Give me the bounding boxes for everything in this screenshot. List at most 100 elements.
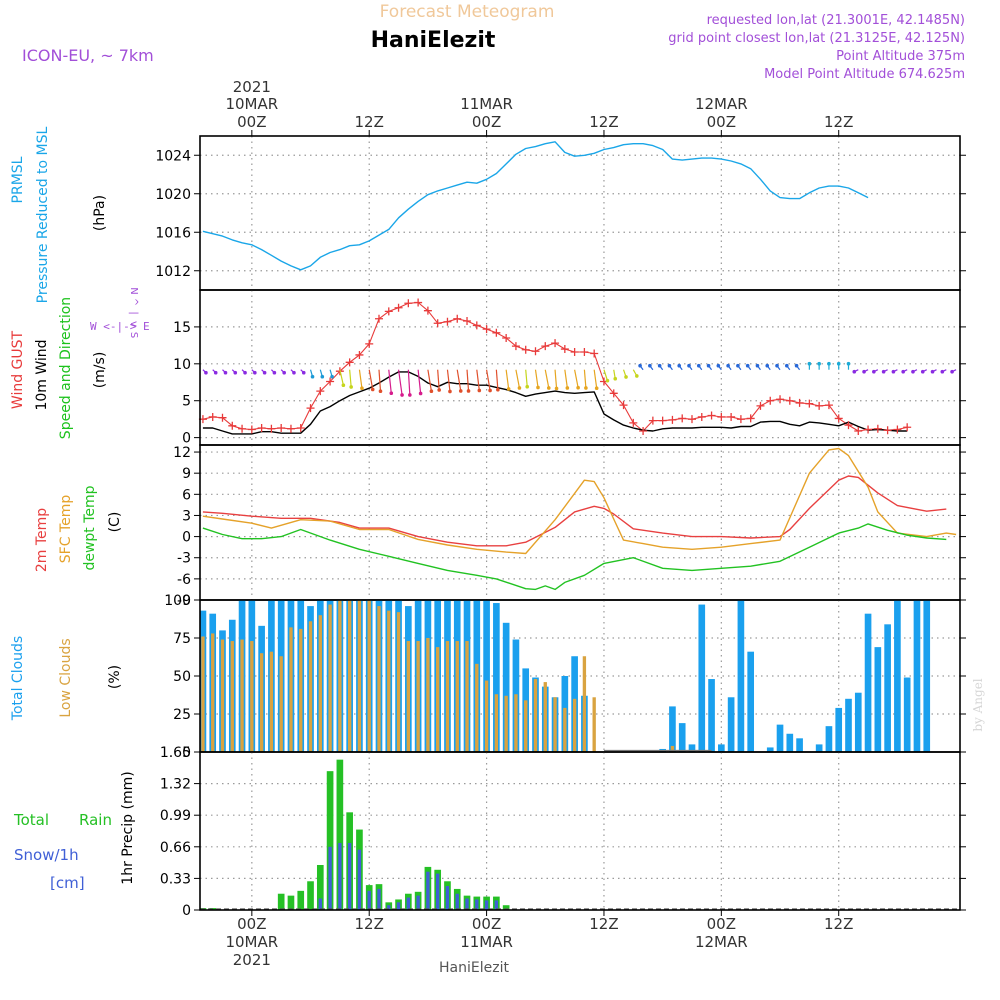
point-altitude: Point Altitude 375m: [836, 49, 965, 64]
temperature-ytick-label: 9: [182, 466, 191, 482]
temperature-ytick-label: 0: [182, 530, 191, 546]
total-clouds-bar: [913, 600, 921, 752]
wind-direction-arrow: [603, 369, 609, 381]
precip-ytick-label: 0.66: [160, 840, 191, 856]
temperature-ytick-label: 3: [182, 508, 191, 524]
total-clouds-bar: [776, 724, 784, 752]
sfc-temp-line: [202, 447, 957, 555]
gust-marker: [697, 412, 706, 421]
gust-marker: [423, 306, 432, 315]
wind-arrow-head: [448, 389, 452, 394]
low-clouds-bar: [406, 641, 411, 752]
low-clouds-bar: [572, 698, 577, 752]
low-clouds-label: Low Clouds: [58, 638, 74, 717]
dewpt-line: [202, 523, 947, 591]
top-time-label: 11MAR: [460, 95, 513, 113]
gust-marker: [727, 412, 736, 421]
precip-ytick-label: 1.65: [160, 745, 191, 761]
snow-bar: [406, 897, 411, 910]
snow-bar: [347, 842, 352, 910]
low-clouds-bar: [211, 633, 215, 752]
station-name: HaniElezit: [371, 28, 496, 53]
gust-marker: [267, 424, 276, 433]
wind-ytick-label: 10: [173, 357, 191, 373]
total-clouds-bar: [894, 600, 901, 752]
gust-marker: [511, 342, 520, 351]
gust-marker: [531, 347, 540, 356]
pressure-ytick-label: 1016: [155, 225, 191, 241]
gust-marker: [639, 426, 648, 435]
snow-bar: [494, 900, 499, 910]
snow-bar: [426, 871, 430, 910]
gust-marker: [463, 317, 472, 325]
low-clouds-bar: [250, 641, 254, 752]
gust-marker: [648, 416, 657, 425]
temperature-panel: 12 9 6 3 0 -3 -6 -9 2m Temp SFC Temp dewpt Temp (C): [34, 444, 966, 609]
wind-frame: [199, 289, 961, 446]
gust-marker: [873, 424, 882, 433]
rain-bar: [307, 881, 314, 910]
wind-arrow-head: [657, 363, 662, 368]
temperature-ytick-label: -9: [177, 593, 191, 609]
low-clouds-bar: [367, 600, 371, 752]
pressure-frame: [199, 135, 961, 291]
precip-ytick-label: 0: [182, 903, 191, 919]
total-clouds-bar: [854, 692, 862, 752]
wind-arrow-head: [429, 389, 434, 394]
gust-marker: [374, 314, 383, 323]
total-clouds-label: Total Clouds: [10, 636, 26, 721]
total-clouds-bar: [678, 723, 686, 752]
snow-bar: [465, 898, 469, 910]
bottom-time-label: 2021: [233, 951, 271, 969]
wind-arrow-head: [940, 369, 945, 374]
wind-arrow-head: [716, 363, 721, 368]
wind-direction-arrow: [368, 369, 374, 390]
total-clouds-bar: [747, 651, 755, 752]
low-clouds-bar: [259, 653, 264, 752]
low-clouds-bar: [563, 707, 567, 752]
top-time-label: 00Z: [707, 113, 736, 131]
wind-compass-ns: |: [128, 311, 139, 314]
low-clouds-bar: [445, 641, 450, 752]
gust-marker: [306, 404, 315, 413]
top-time-label: 12Z: [355, 113, 384, 131]
temperature-ytick-label: -3: [177, 551, 191, 567]
wind-direction-arrow: [574, 369, 579, 388]
wind-unit-label: (m/s): [92, 352, 108, 389]
wind-arrow-head: [400, 393, 404, 397]
wind-arrow-head: [477, 388, 482, 393]
closest-coords: grid point closest lon,lat (21.3125E, 42…: [668, 31, 965, 46]
pressure-label-msl: Pressure Reduced to MSL: [35, 126, 51, 303]
wind-direction-arrow: [593, 369, 598, 389]
pressure-panel: 1012 1016 1020 1024 PRMSL Pressure Reduced to…: [10, 126, 966, 303]
wind-arrow-head: [667, 363, 672, 368]
wind-arrow-head: [330, 374, 334, 379]
rain-bar: [326, 771, 334, 910]
low-clouds-bar: [328, 604, 332, 752]
total-rain-label: Total: [13, 811, 49, 829]
low-clouds-bar: [465, 641, 469, 752]
pressure-label-prmsl: PRMSL: [10, 156, 26, 203]
gust-marker: [687, 415, 696, 424]
bottom-time-label: 00Z: [707, 915, 736, 933]
low-clouds-bar: [230, 641, 234, 752]
gust-marker: [854, 426, 863, 435]
gust-marker: [864, 425, 873, 434]
total-clouds-bar: [708, 679, 715, 752]
snow-bar: [357, 849, 362, 910]
wind-arrow-head: [282, 370, 286, 375]
snow-label: Snow/1h: [14, 846, 79, 864]
gust-marker: [560, 345, 569, 354]
low-clouds-bar: [396, 612, 401, 752]
wind-arrow-head: [594, 386, 599, 391]
wind-arrow-head: [301, 370, 306, 375]
gust-marker: [815, 401, 824, 410]
gust-marker: [766, 396, 775, 405]
gust-marker: [619, 401, 628, 410]
wind-arrow-head: [525, 384, 530, 389]
snow-bar: [445, 886, 450, 910]
top-year-label: 2021: [233, 78, 271, 96]
